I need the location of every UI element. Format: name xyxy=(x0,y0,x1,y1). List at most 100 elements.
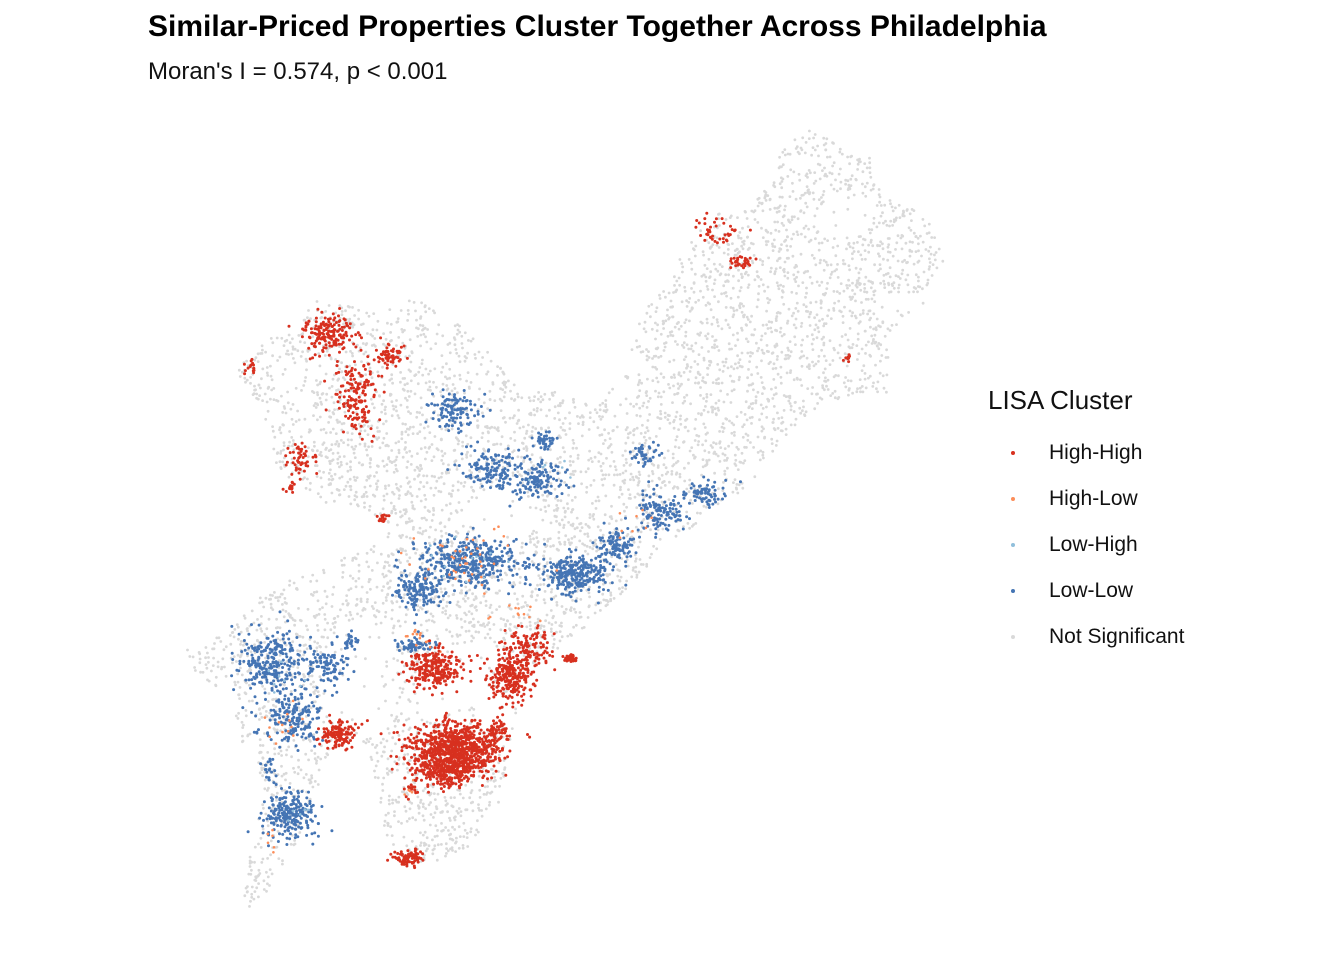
not-significant-point xyxy=(336,488,340,492)
not-significant-point xyxy=(282,772,286,776)
not-significant-point xyxy=(536,407,539,410)
not-significant-point xyxy=(390,617,394,621)
not-significant-point xyxy=(576,453,580,457)
not-significant-point xyxy=(347,618,351,622)
not-significant-point xyxy=(271,429,275,433)
not-significant-point xyxy=(556,499,560,502)
not-significant-point xyxy=(872,312,876,316)
not-significant-point xyxy=(466,371,470,374)
not-significant-point xyxy=(316,624,319,627)
not-significant-point xyxy=(325,715,329,719)
not-significant-point xyxy=(525,625,529,629)
not-significant-point xyxy=(822,371,825,375)
not-significant-point xyxy=(374,622,378,626)
not-significant-point xyxy=(648,396,652,400)
not-significant-point xyxy=(784,427,788,431)
not-significant-point xyxy=(506,535,509,539)
not-significant-point xyxy=(484,604,488,607)
not-significant-point xyxy=(687,258,691,261)
not-significant-point xyxy=(356,552,360,556)
not-significant-point xyxy=(313,444,316,448)
not-significant-point xyxy=(519,575,522,579)
not-significant-point xyxy=(808,312,812,316)
not-significant-point xyxy=(539,408,543,412)
not-significant-point xyxy=(824,380,828,383)
not-significant-point xyxy=(530,595,534,599)
not-significant-point xyxy=(420,301,423,305)
not-significant-point xyxy=(872,184,875,187)
not-significant-point xyxy=(683,285,687,289)
not-significant-point xyxy=(419,333,423,337)
not-significant-point xyxy=(311,335,315,339)
not-significant-point xyxy=(464,783,468,787)
not-significant-point xyxy=(851,391,854,395)
not-significant-point xyxy=(291,345,295,349)
not-significant-point xyxy=(723,291,726,295)
not-significant-point xyxy=(424,381,428,385)
not-significant-point xyxy=(421,814,425,818)
not-significant-point xyxy=(386,321,389,325)
not-significant-point xyxy=(238,375,242,378)
not-significant-point xyxy=(331,377,335,381)
not-significant-point xyxy=(353,556,357,560)
not-significant-point xyxy=(549,448,552,452)
not-significant-point xyxy=(693,272,697,276)
not-significant-point xyxy=(413,781,416,785)
not-significant-point xyxy=(365,591,369,594)
not-significant-point xyxy=(531,532,534,536)
not-significant-point xyxy=(287,333,291,337)
not-significant-point xyxy=(373,513,377,516)
not-significant-point xyxy=(421,833,425,837)
not-significant-point xyxy=(687,461,690,465)
not-significant-point xyxy=(780,350,784,354)
not-significant-point xyxy=(398,695,402,699)
not-significant-point xyxy=(489,603,493,607)
not-significant-point xyxy=(397,440,401,443)
not-significant-point xyxy=(698,333,701,337)
not-significant-point xyxy=(888,250,892,254)
not-significant-point xyxy=(336,451,340,455)
not-significant-point xyxy=(744,432,748,436)
not-significant-point xyxy=(324,310,328,313)
not-significant-point xyxy=(816,162,820,166)
not-significant-point xyxy=(558,523,562,527)
not-significant-point xyxy=(548,470,552,474)
not-significant-point xyxy=(296,349,300,353)
not-significant-point xyxy=(455,836,458,840)
not-significant-point xyxy=(469,339,473,343)
not-significant-point xyxy=(537,574,541,577)
not-significant-point xyxy=(641,423,644,427)
not-significant-point xyxy=(277,752,281,755)
not-significant-point xyxy=(802,211,806,215)
not-significant-point xyxy=(375,328,379,332)
not-significant-point xyxy=(365,600,369,604)
not-significant-point xyxy=(662,290,665,293)
not-significant-point xyxy=(747,383,751,387)
not-significant-point xyxy=(297,418,301,422)
not-significant-point xyxy=(802,271,806,275)
not-significant-point xyxy=(325,752,329,755)
not-significant-point xyxy=(528,468,532,472)
not-significant-point xyxy=(775,439,779,443)
not-significant-point xyxy=(432,455,436,459)
not-significant-point xyxy=(869,325,872,329)
not-significant-point xyxy=(441,611,444,614)
not-significant-point xyxy=(488,803,491,807)
not-significant-point xyxy=(829,273,833,276)
not-significant-point xyxy=(276,359,279,362)
not-significant-point xyxy=(841,321,845,324)
not-significant-point xyxy=(641,563,645,566)
not-significant-point xyxy=(593,611,597,615)
not-significant-point xyxy=(539,508,543,511)
not-significant-point xyxy=(690,306,694,310)
not-significant-point xyxy=(418,526,422,530)
not-significant-point xyxy=(849,177,853,181)
not-significant-point xyxy=(503,768,506,771)
not-significant-point xyxy=(901,268,905,272)
not-significant-point xyxy=(576,587,580,591)
not-significant-point xyxy=(885,348,888,352)
not-significant-point xyxy=(855,279,859,282)
not-significant-point xyxy=(754,395,758,399)
not-significant-point xyxy=(337,377,340,381)
not-significant-point xyxy=(647,304,651,308)
